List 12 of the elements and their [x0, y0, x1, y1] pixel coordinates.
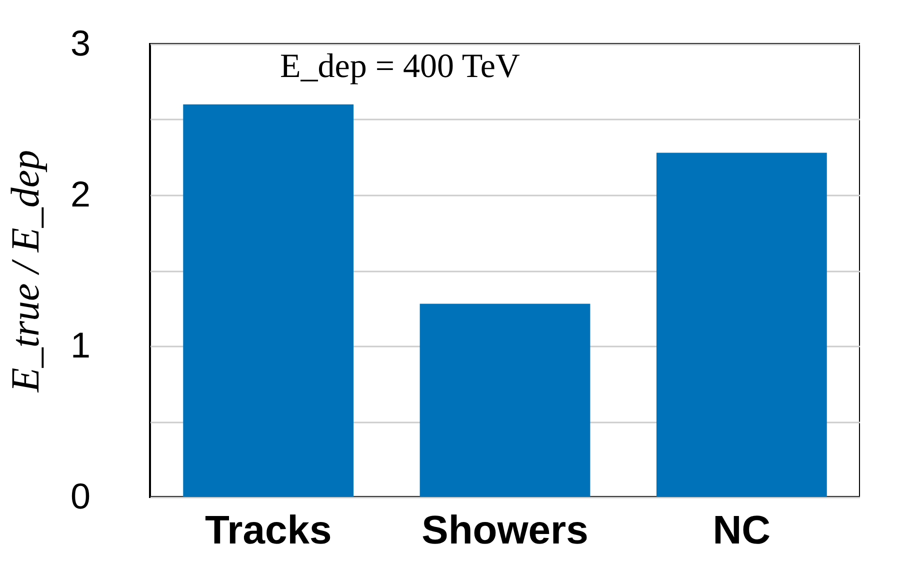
y-tick-label: 2	[70, 174, 90, 214]
x-tick-label: Tracks	[204, 508, 332, 552]
bar	[656, 152, 827, 497]
x-tick-label: NC	[712, 508, 771, 552]
bar	[183, 104, 354, 497]
y-tick-label: 0	[70, 476, 90, 516]
x-tick-label: Showers	[422, 508, 588, 552]
annotation: E_dep = 400 TeV	[280, 48, 520, 85]
bar	[420, 304, 590, 497]
y-tick-label: 1	[70, 324, 90, 366]
y-axis-title: E_true / E_dep	[2, 150, 48, 394]
y-tick-label: 3	[70, 22, 90, 64]
